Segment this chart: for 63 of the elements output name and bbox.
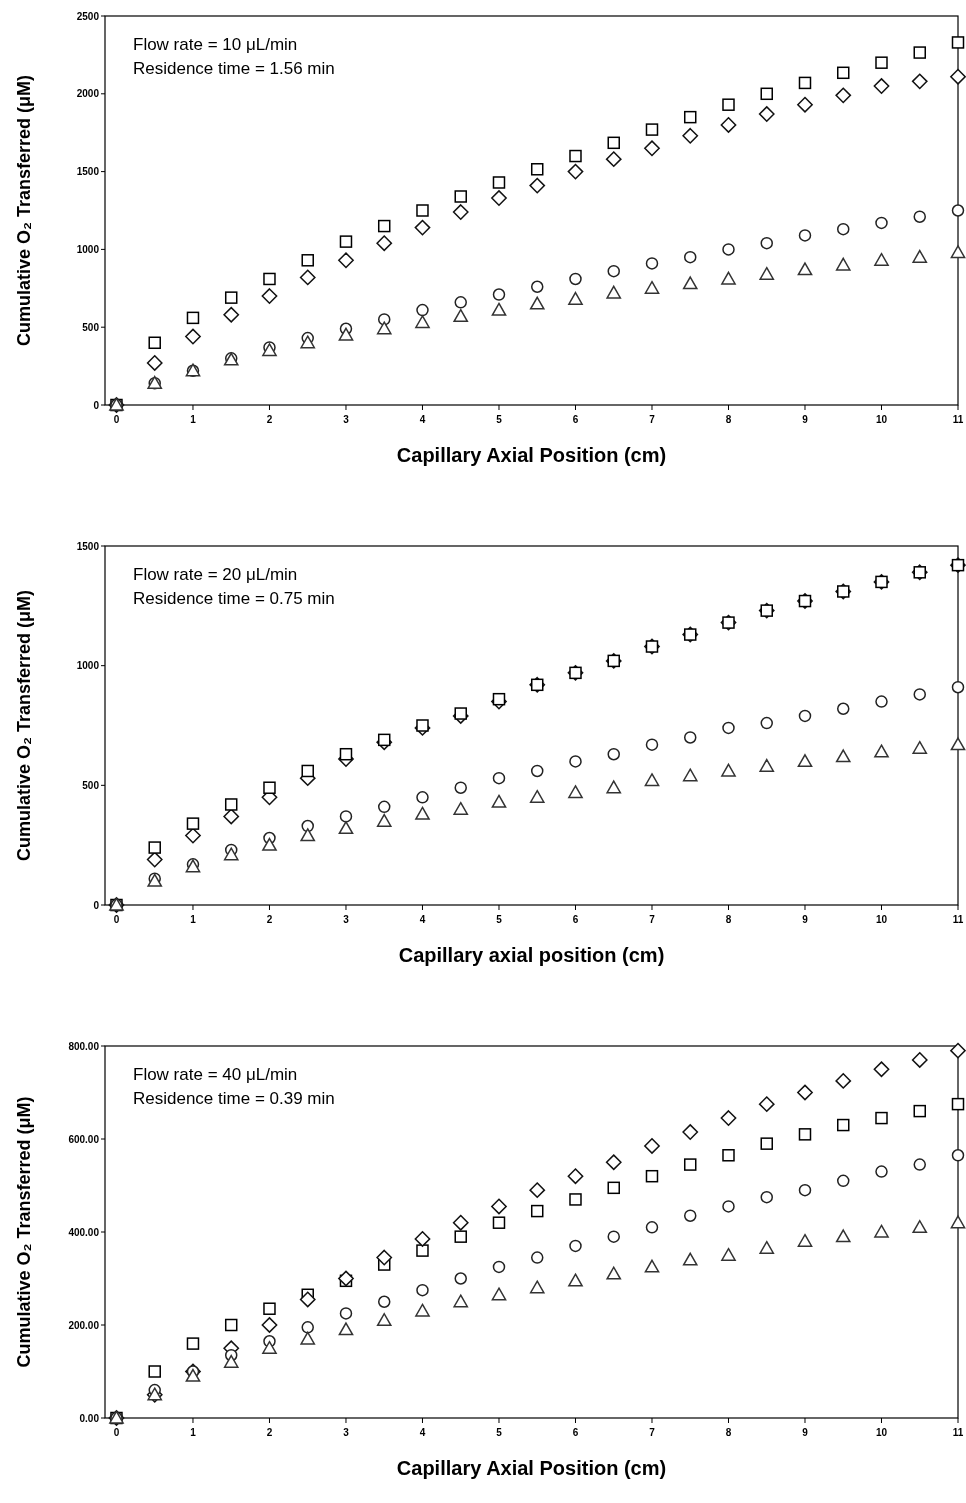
y-tick-label: 0.00 xyxy=(79,1412,100,1424)
x-axis-title: Capillary axial position (cm) xyxy=(398,944,665,966)
x-tick-label: 2 xyxy=(266,1427,273,1438)
x-tick-label: 0 xyxy=(113,914,120,925)
y-tick-label: 2500 xyxy=(76,10,100,22)
x-tick-label: 5 xyxy=(496,414,503,425)
y-tick-label: 800.00 xyxy=(68,1040,100,1052)
x-tick-label: 8 xyxy=(725,914,732,925)
annotation: Flow rate = 10 μL/min xyxy=(133,35,298,54)
y-tick-label: 400.00 xyxy=(68,1226,100,1238)
x-tick-label: 5 xyxy=(496,1427,503,1438)
x-tick-label: 1 xyxy=(190,914,197,925)
x-tick-label: 4 xyxy=(419,1427,426,1438)
y-tick-label: 0 xyxy=(93,899,100,911)
x-tick-label: 4 xyxy=(419,914,426,925)
y-tick-label: 600.00 xyxy=(68,1133,100,1145)
x-tick-label: 7 xyxy=(649,914,656,925)
y-tick-label: 500 xyxy=(82,779,100,791)
x-axis-title: Capillary Axial Position (cm) xyxy=(396,444,667,466)
x-tick-label: 9 xyxy=(802,414,809,425)
annotation: Residence time = 1.56 min xyxy=(133,59,335,78)
x-tick-label: 6 xyxy=(572,914,579,925)
x-tick-label: 8 xyxy=(725,414,732,425)
y-tick-label: 1000 xyxy=(76,243,100,255)
x-tick-label: 3 xyxy=(343,414,350,425)
x-tick-label: 8 xyxy=(725,1427,732,1438)
x-tick-label: 2 xyxy=(266,414,273,425)
y-tick-label: 500 xyxy=(82,321,100,333)
x-tick-label: 0 xyxy=(113,1427,120,1438)
x-tick-label: 11 xyxy=(952,1427,964,1438)
y-axis-title: Cumulative O₂ Transferred (μM) xyxy=(14,74,34,347)
x-tick-label: 9 xyxy=(802,1427,809,1438)
annotation: Flow rate = 20 μL/min xyxy=(133,565,298,584)
annotation: Residence time = 0.39 min xyxy=(133,1089,335,1108)
y-tick-label: 2000 xyxy=(76,88,100,100)
annotation: Flow rate = 40 μL/min xyxy=(133,1065,298,1084)
x-tick-label: 0 xyxy=(113,414,120,425)
y-tick-label: 1500 xyxy=(76,166,100,178)
x-tick-label: 4 xyxy=(419,414,426,425)
y-tick-label: 200.00 xyxy=(68,1319,100,1331)
y-tick-label: 0 xyxy=(93,399,100,411)
x-tick-label: 1 xyxy=(190,414,197,425)
x-tick-label: 3 xyxy=(343,1427,350,1438)
x-tick-label: 5 xyxy=(496,914,503,925)
y-tick-label: 1000 xyxy=(76,660,100,672)
x-tick-label: 10 xyxy=(875,914,888,925)
x-tick-label: 11 xyxy=(952,414,964,425)
x-tick-label: 10 xyxy=(875,414,888,425)
x-tick-label: 2 xyxy=(266,914,273,925)
x-tick-label: 6 xyxy=(572,1427,579,1438)
x-tick-label: 7 xyxy=(649,414,656,425)
x-tick-label: 11 xyxy=(952,914,964,925)
x-tick-label: 9 xyxy=(802,914,809,925)
annotation: Residence time = 0.75 min xyxy=(133,589,335,608)
y-tick-label: 1500 xyxy=(76,540,100,552)
x-tick-label: 6 xyxy=(572,414,579,425)
x-tick-label: 7 xyxy=(649,1427,656,1438)
y-axis-title: Cumulative O₂ Transferred (μM) xyxy=(14,1096,34,1368)
x-tick-label: 10 xyxy=(875,1427,888,1438)
y-axis-title: Cumulative O₂ Transferred (μM) xyxy=(14,589,34,862)
x-tick-label: 1 xyxy=(190,1427,197,1438)
x-tick-label: 3 xyxy=(343,914,350,925)
x-axis-title: Capillary Axial Position (cm) xyxy=(396,1457,667,1479)
